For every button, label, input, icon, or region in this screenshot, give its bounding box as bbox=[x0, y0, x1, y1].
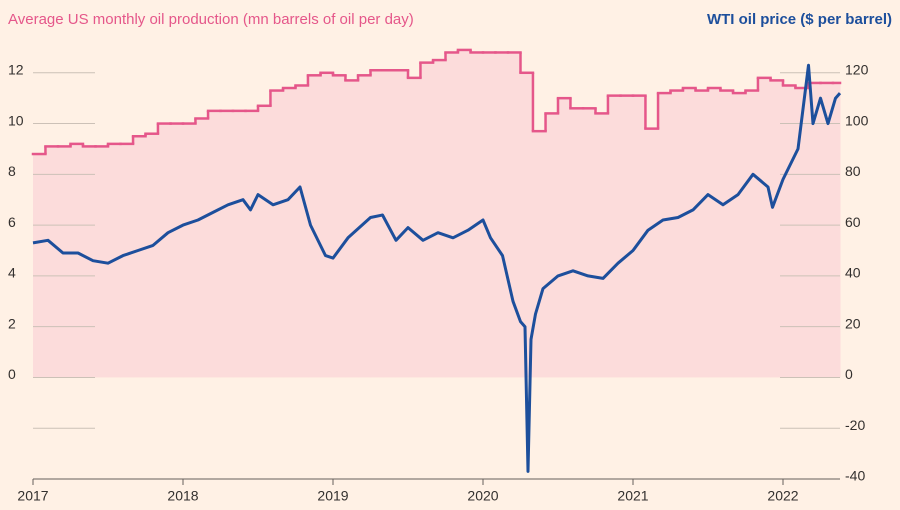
area-step bbox=[682, 88, 697, 378]
area-step bbox=[33, 154, 46, 378]
y2-tick-label: 120 bbox=[845, 61, 869, 77]
area-step bbox=[70, 143, 84, 378]
y-tick-label: 4 bbox=[8, 265, 16, 281]
chart-title-right: WTI oil price ($ per barrel) bbox=[707, 11, 892, 28]
y-tick-label: 6 bbox=[8, 214, 16, 230]
price-line bbox=[32, 63, 842, 473]
y2-tick-label: -40 bbox=[845, 468, 865, 484]
y2-tick-label: 80 bbox=[845, 163, 861, 179]
area-step bbox=[345, 80, 359, 378]
area-step bbox=[170, 123, 184, 378]
area-step bbox=[270, 90, 284, 378]
area-step bbox=[757, 77, 772, 378]
area-step bbox=[433, 60, 446, 378]
y-tick-label: 0 bbox=[8, 366, 16, 382]
area-step bbox=[708, 88, 721, 378]
area-step bbox=[370, 70, 384, 378]
area-step bbox=[295, 85, 309, 378]
x-tick-label: 2017 bbox=[17, 488, 48, 504]
x-tick-label: 2022 bbox=[767, 488, 798, 504]
area-step bbox=[733, 93, 746, 378]
area-step bbox=[470, 52, 484, 378]
area-step bbox=[195, 118, 209, 378]
area-step bbox=[620, 95, 634, 378]
area-step bbox=[658, 93, 671, 378]
area-step bbox=[508, 52, 521, 378]
area-step bbox=[145, 133, 159, 378]
area-step bbox=[583, 108, 596, 378]
area-step bbox=[695, 90, 709, 378]
area-step bbox=[358, 75, 371, 378]
area-step bbox=[45, 146, 59, 378]
area-step bbox=[720, 90, 734, 378]
y-tick-label: 12 bbox=[8, 61, 24, 77]
area-step bbox=[607, 95, 622, 378]
area-step bbox=[645, 128, 659, 378]
y-tick-label: 8 bbox=[8, 163, 16, 179]
y2-tick-label: 40 bbox=[845, 265, 861, 281]
area-step bbox=[545, 113, 559, 378]
area-step bbox=[483, 52, 496, 378]
area-step bbox=[820, 82, 834, 378]
area-step bbox=[220, 110, 234, 378]
x-tick-label: 2018 bbox=[167, 488, 198, 504]
area-step bbox=[245, 110, 259, 378]
x-tick-label: 2019 bbox=[317, 488, 348, 504]
area-step bbox=[382, 70, 397, 378]
x-tick-label: 2020 bbox=[467, 488, 498, 504]
area-step bbox=[82, 146, 97, 378]
area-step bbox=[58, 146, 71, 378]
y-tick-label: 10 bbox=[8, 112, 24, 128]
y2-tick-label: 20 bbox=[845, 315, 861, 331]
y-tick-label: 2 bbox=[8, 315, 16, 331]
x-tick-label: 2021 bbox=[617, 488, 648, 504]
area-step bbox=[445, 52, 459, 378]
area-step bbox=[283, 88, 296, 378]
y2-tick-label: -20 bbox=[845, 417, 865, 433]
area-step bbox=[258, 105, 271, 378]
y2-tick-label: 100 bbox=[845, 112, 869, 128]
area-step bbox=[832, 82, 841, 378]
area-step bbox=[420, 62, 434, 378]
y2-tick-label: 0 bbox=[845, 366, 853, 382]
area-step bbox=[395, 70, 409, 378]
chart-title: Average US monthly oil production (mn ba… bbox=[8, 11, 414, 28]
area-step bbox=[183, 123, 196, 378]
area-step bbox=[745, 90, 759, 378]
area-step bbox=[795, 88, 809, 378]
area-step bbox=[120, 143, 134, 378]
area-step bbox=[633, 95, 646, 378]
area-step bbox=[457, 49, 472, 378]
area-step bbox=[532, 131, 547, 378]
area-step bbox=[595, 113, 609, 378]
area-step bbox=[307, 75, 322, 378]
y2-tick-label: 60 bbox=[845, 214, 861, 230]
area-step bbox=[133, 136, 146, 378]
area-step bbox=[558, 98, 571, 378]
area-step bbox=[570, 108, 584, 378]
area-step bbox=[408, 77, 421, 378]
area-step bbox=[208, 110, 221, 378]
area-step bbox=[495, 52, 509, 378]
area-step bbox=[232, 110, 247, 378]
area-step bbox=[783, 85, 796, 378]
area-step bbox=[520, 72, 534, 378]
area-step bbox=[770, 80, 784, 378]
area-step bbox=[333, 75, 346, 378]
area-step bbox=[808, 82, 821, 378]
area-step bbox=[157, 123, 172, 378]
area-step bbox=[320, 72, 334, 378]
area-step bbox=[670, 90, 684, 378]
